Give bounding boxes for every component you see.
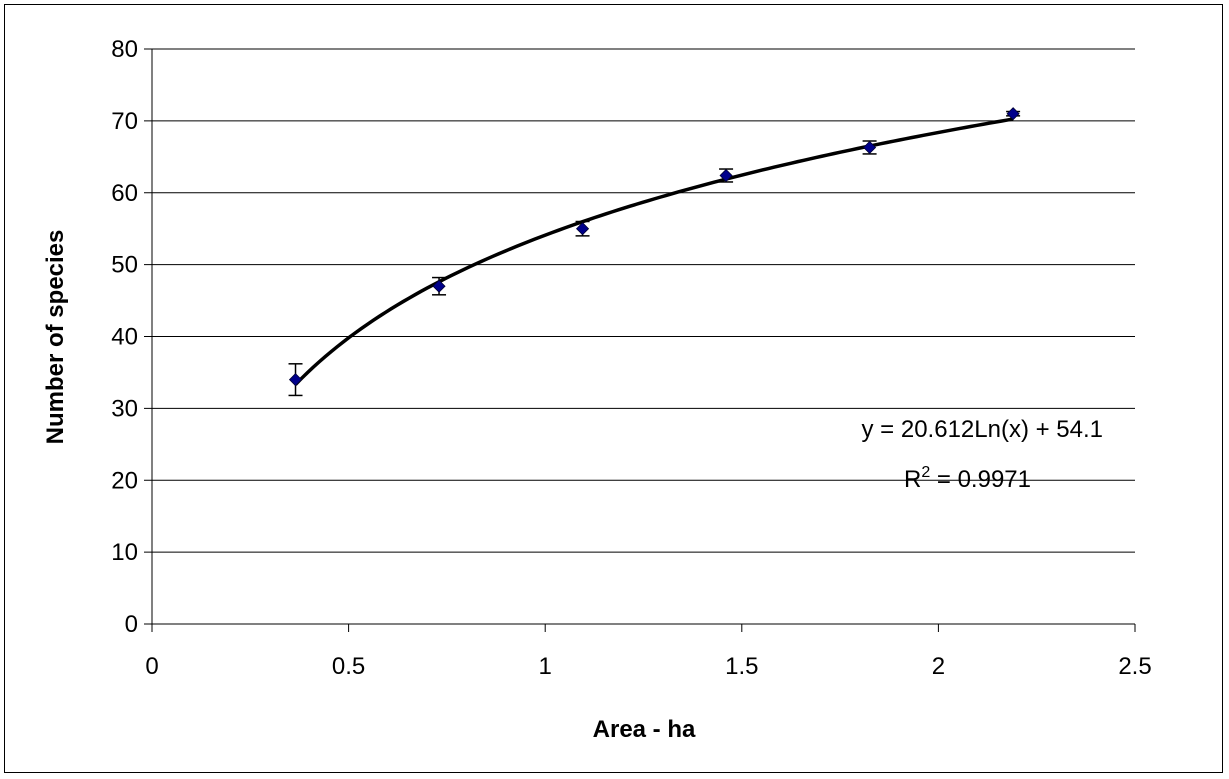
y-axis-title: Number of species [42,230,69,445]
data-point-marker [863,140,877,155]
data-point-marker [1006,107,1020,121]
trendline-path [294,117,1014,386]
x-tick-label: 0.5 [332,653,365,680]
y-tick-labels: 0 10 20 30 40 50 60 70 80 [111,36,138,638]
data-points [288,107,1020,387]
x-tick-labels: 0 0.5 1 1.5 2 2.5 [145,653,1151,680]
x-tick-label: 0 [145,653,158,680]
y-tick-label: 10 [111,539,138,566]
data-point-marker [719,168,733,183]
trendline-equation: y = 20.612Ln(x) + 54.1 [862,416,1104,443]
gridlines [152,48,1135,553]
chart-frame [4,4,1223,773]
axes [144,48,1136,632]
x-tick-label: 2.5 [1118,653,1151,680]
x-axis-title: Area - ha [593,716,696,743]
x-tick-label: 1.5 [725,653,758,680]
x-tick-label: 2 [932,653,945,680]
y-tick-label: 0 [125,611,138,638]
x-tick-label: 1 [539,653,552,680]
y-tick-label: 80 [111,36,138,63]
y-tick-label: 40 [111,324,138,351]
y-tick-label: 50 [111,252,138,279]
trendline [294,117,1014,386]
data-point-marker [575,222,590,236]
y-tick-label: 20 [111,467,138,494]
y-tick-label: 30 [111,395,138,422]
data-point-marker [432,279,446,293]
data-point-marker [288,373,303,387]
r-squared-label: R2 = 0.9971 [904,464,1031,493]
y-tick-label: 60 [111,180,138,207]
y-tick-label: 70 [111,108,138,135]
error-bars [288,110,1021,397]
